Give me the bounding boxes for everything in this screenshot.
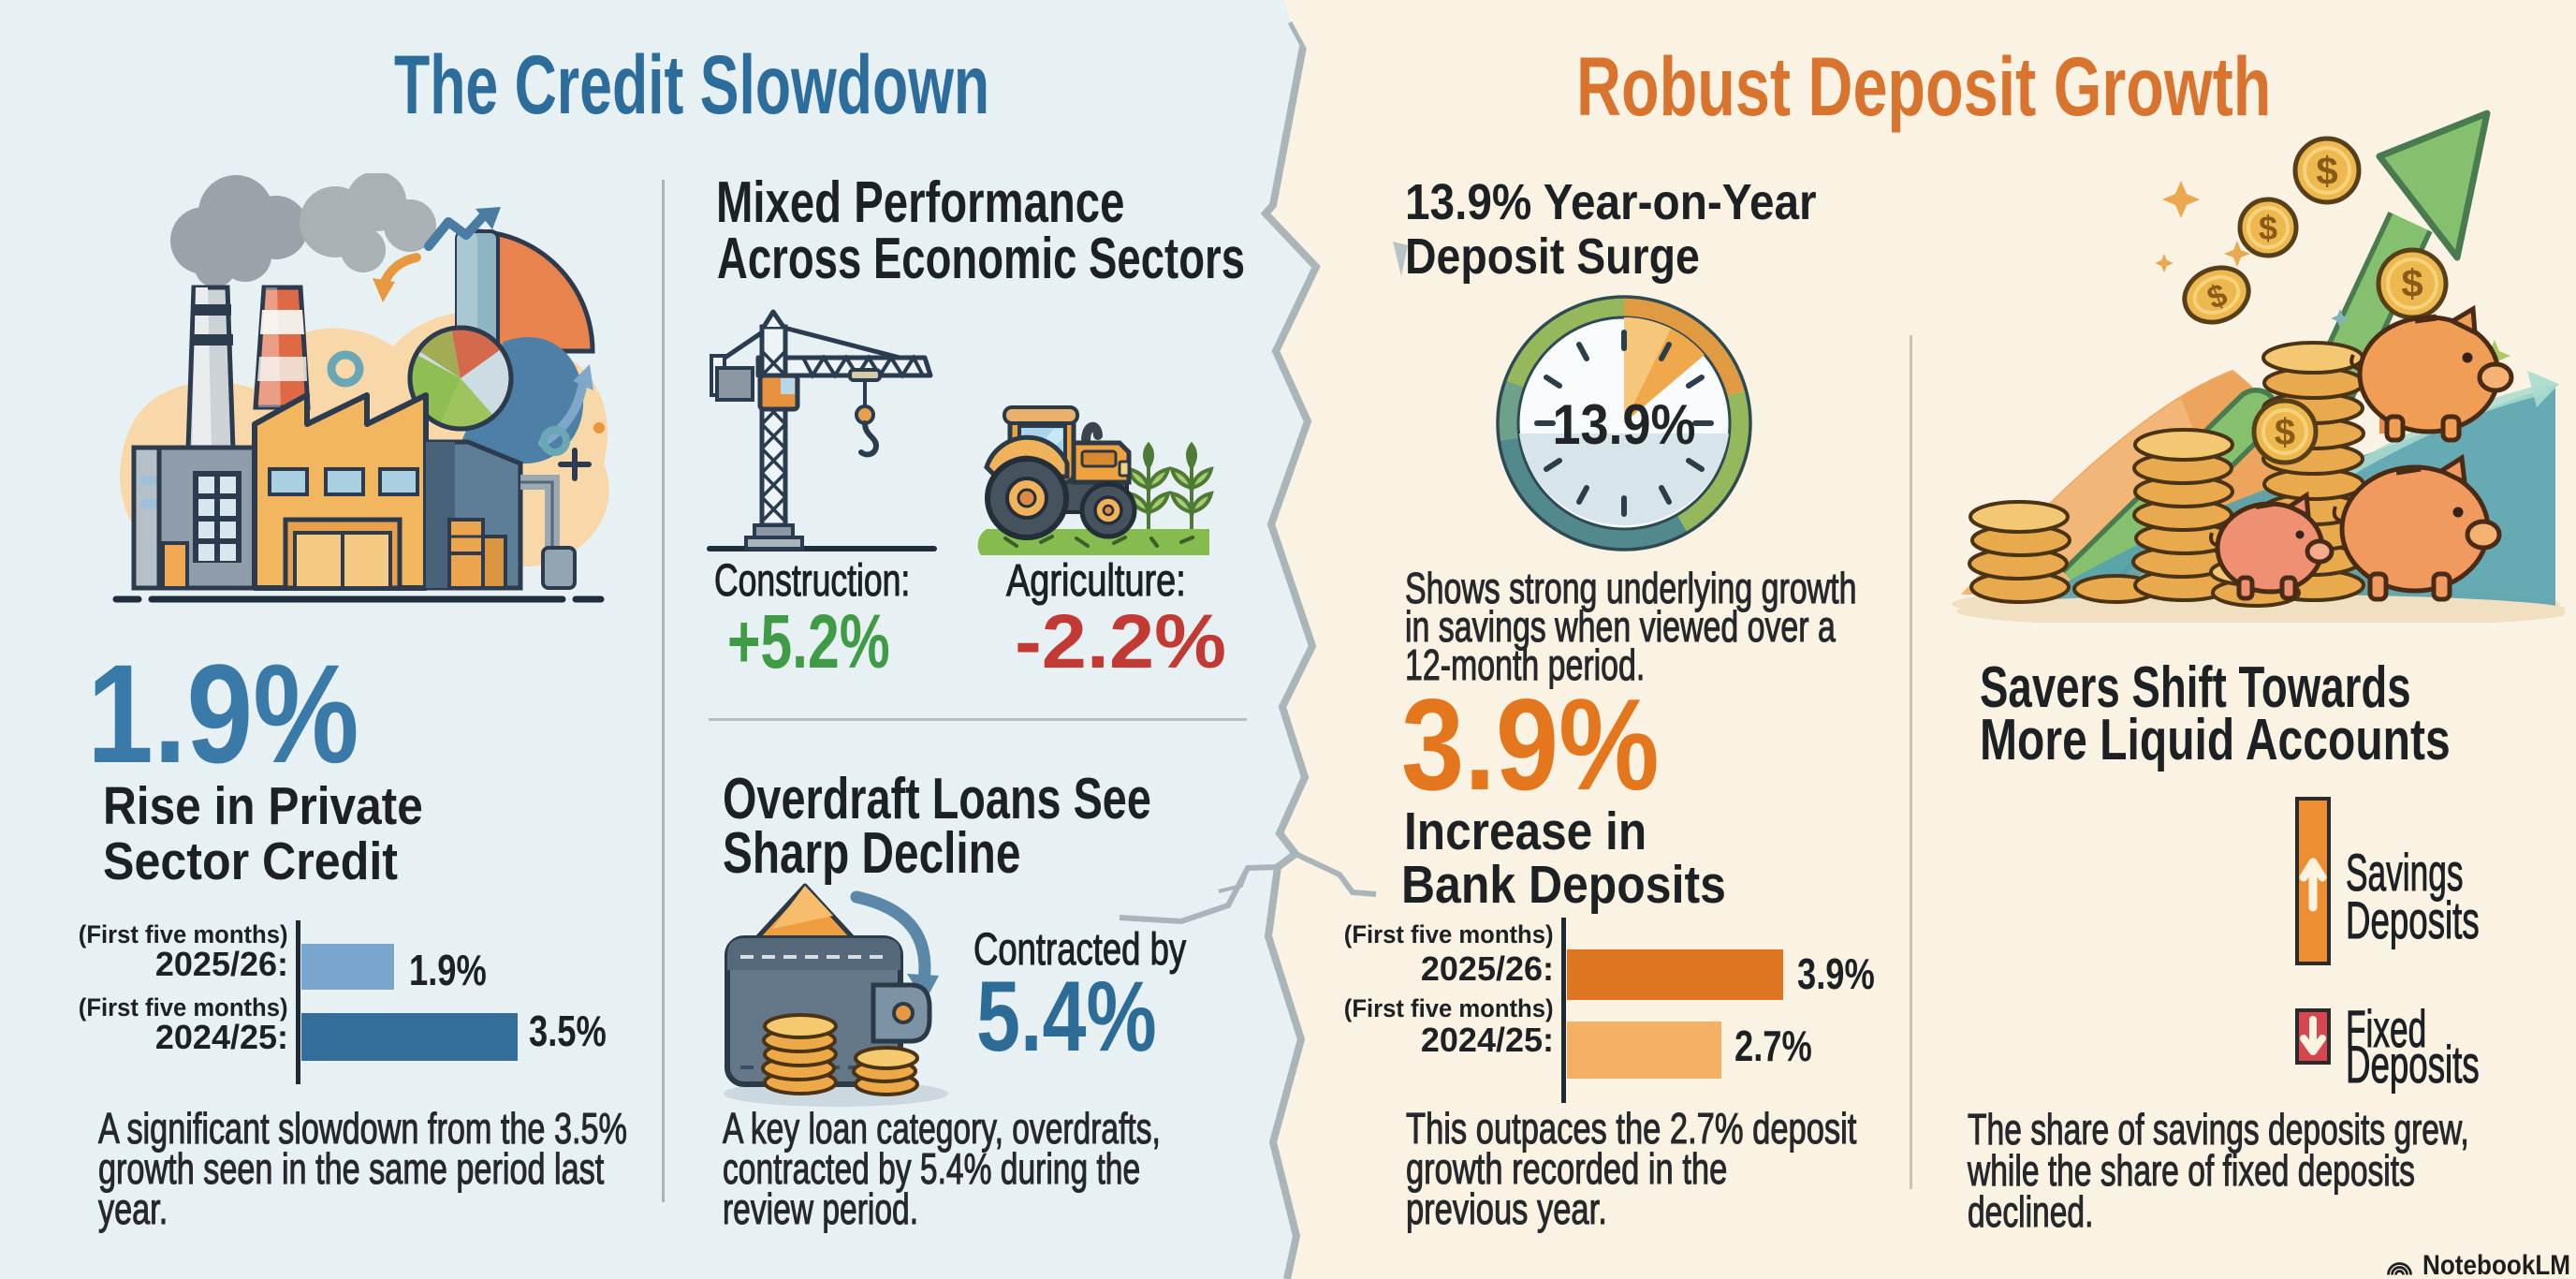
svg-text:13.9%: 13.9% xyxy=(1552,393,1695,456)
svg-text:$: $ xyxy=(2401,261,2422,305)
svg-text:$: $ xyxy=(2316,149,2337,193)
svg-text:$: $ xyxy=(2259,209,2277,247)
svg-text:$: $ xyxy=(2275,412,2295,453)
